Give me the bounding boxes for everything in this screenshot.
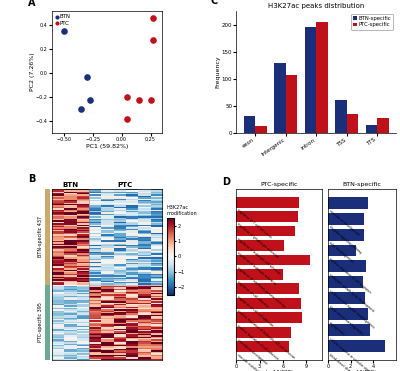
Point (147, 97, 154, 103)
Text: vasculature development: vasculature development (236, 338, 268, 366)
Bar (236, 283, 299, 294)
Text: vasculature development: vasculature development (328, 209, 360, 237)
Bar (328, 308, 368, 320)
Point (60, 29, 67, 35)
Title: H3K27ac peaks distribution: H3K27ac peaks distribution (268, 3, 364, 9)
Y-axis label: Frequency: Frequency (215, 56, 220, 89)
Text: tube morphogenesis: tube morphogenesis (328, 241, 354, 264)
Text: positive regulation of leukocyte cell-cell adhesion: positive regulation of leukocyte cell-ce… (236, 309, 296, 360)
Text: regulation of cell-cell adhesion: regulation of cell-cell adhesion (236, 295, 274, 328)
Text: C: C (211, 0, 218, 6)
Bar (328, 244, 356, 256)
Title: PTC-specific: PTC-specific (260, 182, 298, 187)
Point (124, 94, 130, 100)
Text: blood vessel development: blood vessel development (328, 352, 360, 371)
Bar (377, 118, 389, 133)
X-axis label: -log10(FDR): -log10(FDR) (264, 370, 294, 371)
Y-axis label: PC2 (7.26%): PC2 (7.26%) (30, 53, 34, 92)
Text: blood vessel morphogenesis: blood vessel morphogenesis (328, 305, 363, 335)
Bar (255, 126, 267, 133)
Text: regulation of leukocyte-cell adhesion: regulation of leukocyte-cell adhesion (236, 237, 281, 275)
Text: embryonic growth factor development: embryonic growth factor development (328, 273, 374, 313)
Text: regulation of lymphocyte activation: regulation of lymphocyte activation (236, 222, 280, 260)
Bar (274, 63, 286, 133)
Bar (328, 276, 363, 288)
Text: positive regulation of cell migration: positive regulation of cell migration (328, 257, 371, 294)
Text: cellular response to vascular stimulus: cellular response to vascular stimulus (328, 336, 374, 371)
Text: PTC: PTC (118, 181, 133, 188)
Point (87, 97, 94, 103)
Legend: BTN, PTC: BTN, PTC (55, 14, 71, 26)
Text: angiogenesis: angiogenesis (328, 321, 346, 336)
Text: filopodia signaling pathway: filopodia signaling pathway (328, 225, 362, 255)
Bar (236, 226, 295, 236)
Bar (328, 197, 368, 209)
Text: vascular endothelial growth factor: vascular endothelial growth factor (236, 352, 278, 371)
Point (84, 74, 90, 80)
Bar (347, 114, 358, 133)
Point (150, 37, 156, 43)
Bar (366, 125, 377, 133)
Bar (236, 312, 302, 323)
Bar (328, 324, 370, 336)
Bar (236, 255, 310, 265)
Bar (328, 260, 366, 272)
Point (150, 15, 156, 21)
Text: BTN: BTN (62, 181, 78, 188)
Bar (335, 99, 347, 133)
Bar (328, 292, 365, 304)
Text: H3K27ac
modification: H3K27ac modification (167, 206, 198, 216)
Text: A: A (28, 0, 35, 8)
Bar (304, 27, 316, 133)
Text: cardiovascular system morphogenesis: cardiovascular system morphogenesis (328, 289, 375, 329)
Point (78, 106, 84, 112)
Bar (236, 197, 299, 207)
Bar (236, 327, 291, 338)
Bar (236, 341, 289, 352)
Point (124, 116, 130, 122)
Text: regulation of cell adhesion: regulation of cell adhesion (236, 280, 270, 309)
Bar (244, 116, 255, 133)
Bar (236, 298, 301, 309)
Text: regulation of leukocyte activation: regulation of leukocyte activation (236, 251, 277, 286)
Text: PTC-specific 395: PTC-specific 395 (38, 302, 43, 342)
X-axis label: PC1 (59.82%): PC1 (59.82%) (86, 144, 128, 149)
Bar (316, 22, 328, 133)
Text: B: B (28, 174, 35, 184)
Bar (236, 269, 283, 280)
X-axis label: -log10(FDR): -log10(FDR) (347, 370, 376, 371)
Text: D: D (222, 177, 230, 187)
Text: BTN-specific 437: BTN-specific 437 (38, 216, 43, 257)
Bar (236, 211, 298, 222)
Title: BTN-specific: BTN-specific (342, 182, 381, 187)
Text: positive regulation of cell adhesion: positive regulation of cell adhesion (236, 324, 279, 361)
Bar (328, 213, 364, 224)
Legend: BTN-specific, PTC-specific: BTN-specific, PTC-specific (351, 14, 393, 30)
Bar (236, 240, 284, 251)
Bar (328, 229, 364, 240)
Bar (328, 340, 385, 352)
Point (136, 97, 142, 103)
Bar (286, 75, 297, 133)
Text: regulation of T cell activation: regulation of T cell activation (236, 208, 272, 239)
Text: regulation of interferon-gamma secretion: regulation of interferon-gamma secretion (236, 266, 286, 309)
